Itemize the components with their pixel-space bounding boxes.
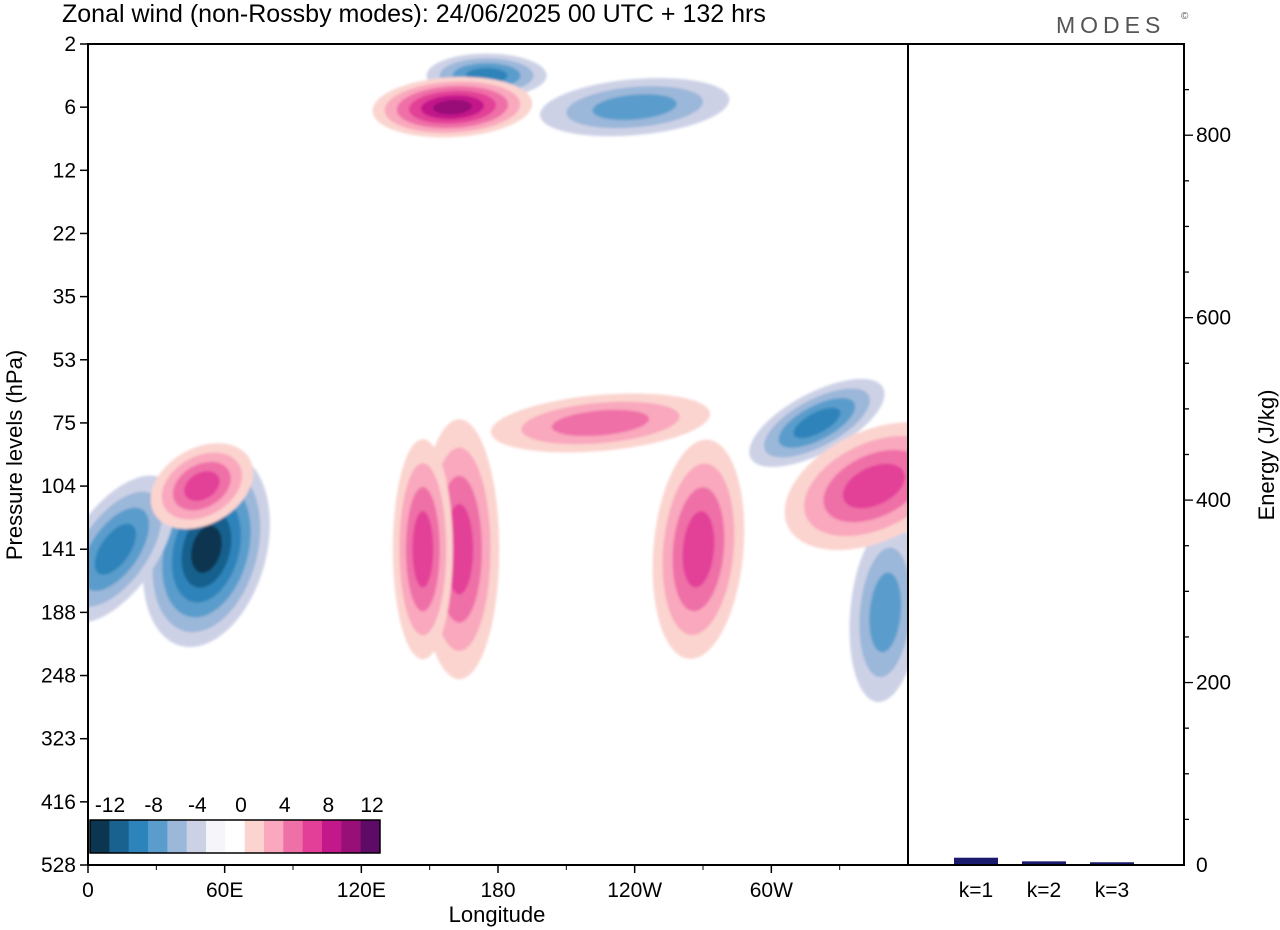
colorbar-swatch: [148, 820, 168, 853]
y-tick-label: 12: [53, 159, 76, 182]
colorbar: -12 -8 -4 0 4 8 12: [89, 794, 384, 854]
colorbar-label: 8: [322, 794, 334, 817]
modes-logo: MODES: [1056, 12, 1165, 38]
zonal-wind-contour-field: [89, 53, 907, 703]
wind-anomaly-negative: [89, 475, 176, 623]
chart-title: Zonal wind (non-Rossby modes): 24/06/202…: [62, 0, 766, 28]
x-tick-label: 60E: [206, 879, 243, 902]
colorbar-swatch: [109, 820, 130, 853]
contour-level: [191, 525, 222, 573]
colorbar-swatch: [360, 820, 381, 853]
longitude-axis: 0 60E 120E 180 120W 60W: [82, 865, 841, 902]
bar-category-label: k=2: [1027, 879, 1061, 902]
contour-level: [445, 504, 474, 595]
contour-level: [793, 407, 841, 439]
energy-tick-label: 800: [1196, 124, 1231, 147]
contour-level: [842, 463, 905, 509]
x-axis-label: Longitude: [449, 902, 546, 927]
colorbar-label: 12: [360, 794, 383, 817]
contour-level: [184, 471, 220, 501]
contour-level: [433, 99, 472, 115]
energy-tick-label: 200: [1196, 672, 1231, 695]
energy-bar-chart: 200 400 600 800 0 k=1 k=2 k=3: [954, 88, 1231, 902]
contour-level: [551, 409, 650, 437]
colorbar-swatch: [264, 820, 284, 853]
wind-anomaly-negative: [749, 378, 885, 467]
y-tick-label: 528: [41, 854, 76, 877]
energy-bar: [1090, 862, 1134, 865]
colorbar-label: -8: [144, 794, 163, 817]
colorbar-swatch: [90, 820, 110, 853]
x-tick-label: 120E: [337, 879, 386, 902]
x-tick-label: 180: [480, 879, 515, 902]
y-tick-label: 75: [53, 412, 76, 435]
x-tick-label: 120W: [607, 879, 662, 902]
colorbar-swatch: [186, 820, 207, 853]
contour-level: [682, 511, 715, 588]
y-tick-label: 416: [41, 791, 76, 814]
wind-anomaly-negative: [539, 78, 730, 137]
contour-level: [412, 510, 434, 588]
energy-bar: [954, 857, 998, 865]
y-tick-label: 104: [41, 475, 76, 498]
y-tick-label: 141: [41, 538, 76, 561]
y-tick-label: 323: [41, 728, 76, 751]
colorbar-label: -4: [188, 794, 207, 817]
y-tick-label: 6: [64, 96, 76, 119]
logo-mark: ©: [1181, 11, 1189, 22]
colorbar-frame: [89, 819, 381, 854]
colorbar-swatch: [244, 820, 265, 853]
bar-panel-frame: [907, 43, 1185, 866]
bar-category-label: k=3: [1095, 879, 1129, 902]
y-tick-label: 22: [53, 222, 76, 245]
wind-anomaly-positive: [490, 393, 711, 453]
energy-tick-label: 400: [1196, 489, 1231, 512]
wind-anomaly-positive: [652, 439, 745, 659]
wind-anomaly-positive: [150, 443, 254, 529]
colorbar-swatch: [225, 820, 246, 853]
colorbar-swatch: [167, 820, 188, 853]
bar-category-label: k=1: [959, 879, 993, 902]
energy-bar: [1022, 861, 1066, 865]
contour-level: [592, 94, 677, 121]
wind-anomaly-negative: [849, 522, 907, 703]
wind-anomaly-positive: [392, 439, 453, 660]
energy-tick-label: 600: [1196, 307, 1231, 330]
colorbar-swatch: [128, 820, 149, 853]
contour-level: [94, 523, 137, 575]
contour-level: [869, 572, 902, 653]
pressure-axis: 2 6 12 22 35 53 75 104 141 188 248 323 416 528: [41, 33, 88, 877]
colorbar-swatch: [283, 820, 304, 853]
colorbar-label: 4: [279, 794, 291, 817]
y-tick-label: 53: [53, 349, 76, 372]
colorbar-swatch: [302, 820, 323, 853]
y-tick-label: 188: [41, 601, 76, 624]
colorbar-label: 0: [235, 794, 247, 817]
y-tick-label: 2: [64, 33, 76, 56]
colorbar-swatch: [206, 820, 226, 853]
x-tick-label: 60W: [750, 879, 793, 902]
wind-anomaly-positive: [372, 76, 533, 138]
energy-tick-label: 0: [1196, 854, 1208, 877]
x-tick-label: 0: [82, 879, 94, 902]
wind-anomaly-positive: [784, 422, 907, 551]
y-tick-label: 35: [53, 286, 76, 309]
colorbar-swatch: [341, 820, 362, 853]
colorbar-swatch: [322, 820, 342, 853]
energy-axis-label: Energy (J/kg): [1254, 390, 1279, 521]
colorbar-label: -12: [95, 794, 125, 817]
y-tick-label: 248: [41, 665, 76, 688]
y-axis-label: Pressure levels (hPa): [2, 350, 27, 560]
